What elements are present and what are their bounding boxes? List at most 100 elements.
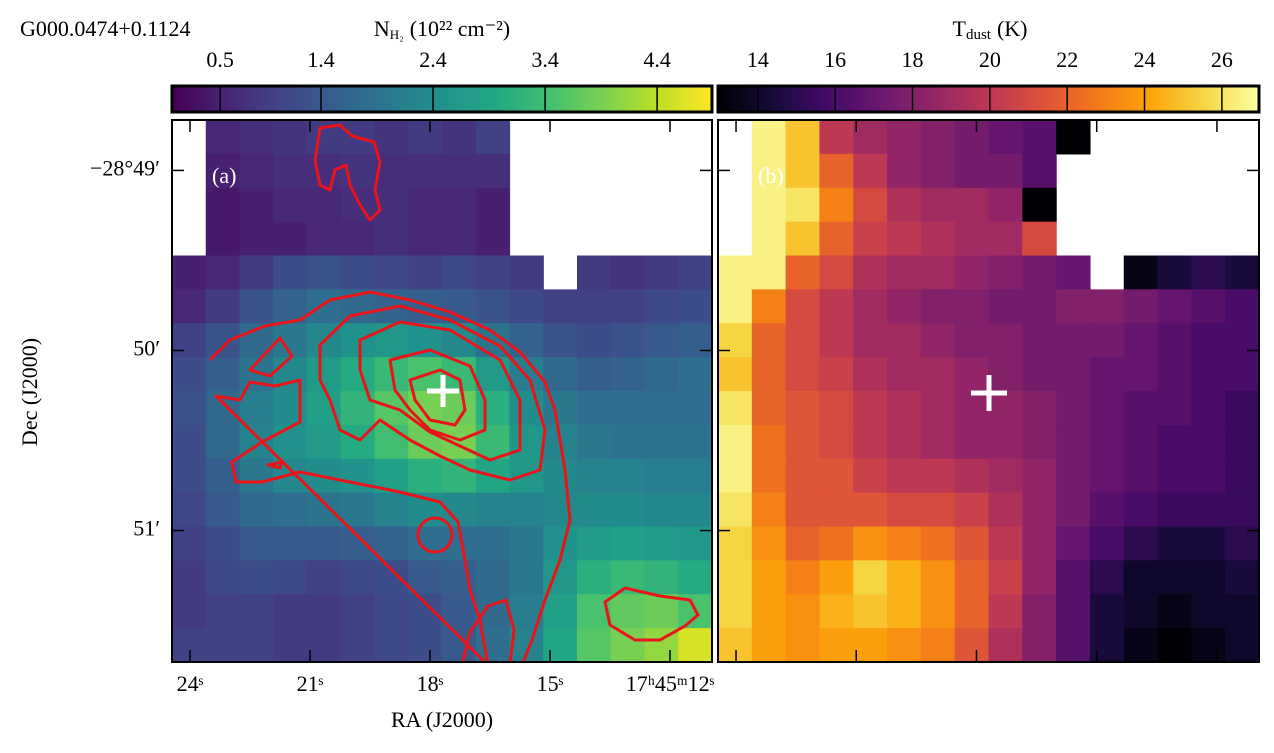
contour <box>461 598 516 662</box>
pixel <box>678 560 713 595</box>
pixel <box>273 153 308 189</box>
pixel <box>1022 187 1057 223</box>
pixel <box>1022 120 1057 155</box>
pixel <box>408 289 443 324</box>
pixel <box>1157 323 1192 358</box>
pixel <box>920 120 956 155</box>
pixel <box>1225 289 1260 324</box>
pixel <box>205 424 241 460</box>
pixel <box>273 120 308 155</box>
pixel <box>887 323 922 358</box>
x-tick-label: 18ˢ <box>417 671 444 696</box>
pixel <box>172 391 207 426</box>
pixel <box>819 187 854 223</box>
pixel <box>307 187 342 223</box>
pixel <box>1157 594 1192 629</box>
pixel <box>718 560 753 595</box>
pixel <box>1089 391 1125 426</box>
pixel <box>1225 560 1260 595</box>
pixel <box>442 187 477 223</box>
pixel <box>340 458 376 494</box>
pixel <box>718 492 753 528</box>
pixel <box>920 628 956 663</box>
pixel <box>610 628 646 663</box>
pixel <box>785 187 821 223</box>
pixel <box>819 255 854 290</box>
pixel <box>610 526 646 561</box>
pixel <box>374 424 409 460</box>
contour <box>416 516 454 554</box>
pixel <box>988 289 1023 324</box>
pixel <box>1089 526 1125 561</box>
pixel <box>205 153 241 189</box>
panel-frame <box>717 119 1260 663</box>
contour <box>603 586 700 642</box>
pixel <box>644 560 679 595</box>
pixel <box>988 628 1023 663</box>
pixel <box>988 424 1023 460</box>
pixel <box>475 221 511 257</box>
pixel <box>644 391 679 426</box>
pixel <box>374 492 409 528</box>
pixel <box>340 187 376 223</box>
pixel <box>1191 323 1226 358</box>
pixel <box>1089 594 1125 629</box>
pixel <box>751 289 787 324</box>
pixel <box>1022 526 1057 561</box>
pixel <box>408 255 443 290</box>
pixel <box>273 221 308 257</box>
pixel <box>543 628 578 663</box>
pixel <box>577 289 612 324</box>
label: N <box>374 16 390 41</box>
markers <box>427 375 1007 411</box>
pixel <box>920 560 956 595</box>
pixel <box>718 424 753 460</box>
pixel <box>374 120 409 155</box>
pixel <box>785 153 821 189</box>
pixel <box>887 628 922 663</box>
pixel <box>1089 628 1125 663</box>
pixel <box>475 289 511 324</box>
pixel <box>1056 424 1091 460</box>
pixel <box>751 120 787 155</box>
pixel <box>1056 526 1091 561</box>
pixel <box>920 526 956 561</box>
pixel <box>273 391 308 426</box>
pixel <box>1191 492 1226 528</box>
pixel <box>374 628 409 663</box>
pixel <box>1089 560 1125 595</box>
colorbar-tick-label: 4.4 <box>643 47 671 72</box>
pixel <box>751 357 787 392</box>
pixel <box>718 357 753 392</box>
pixel <box>819 221 854 257</box>
pixel <box>718 594 753 629</box>
x-axis-label: RA (J2000) <box>391 707 493 732</box>
pixel <box>954 221 990 257</box>
panel-frame <box>171 119 713 663</box>
pixel <box>172 492 207 528</box>
pixel <box>577 458 612 494</box>
pixel <box>1022 221 1057 257</box>
colorbar-tick-label: 14 <box>747 47 769 72</box>
pixel <box>1022 255 1057 290</box>
pixel <box>273 255 308 290</box>
pixel <box>920 221 956 257</box>
pixel <box>853 289 888 324</box>
pixel <box>239 187 274 223</box>
pixel <box>340 357 376 392</box>
pixel <box>785 492 821 528</box>
pixel <box>954 187 990 223</box>
pixel <box>205 187 241 223</box>
pixel <box>751 187 787 223</box>
pixel <box>1157 560 1192 595</box>
pixel <box>610 357 646 392</box>
pixel <box>172 357 207 392</box>
pixel <box>307 526 342 561</box>
pixel <box>785 255 821 290</box>
pixel <box>678 492 713 528</box>
colorbar-tick-label: 2.4 <box>419 47 447 72</box>
pixel <box>610 594 646 629</box>
pixel <box>751 560 787 595</box>
panel-label: (a) <box>212 163 236 188</box>
pixel <box>340 594 376 629</box>
